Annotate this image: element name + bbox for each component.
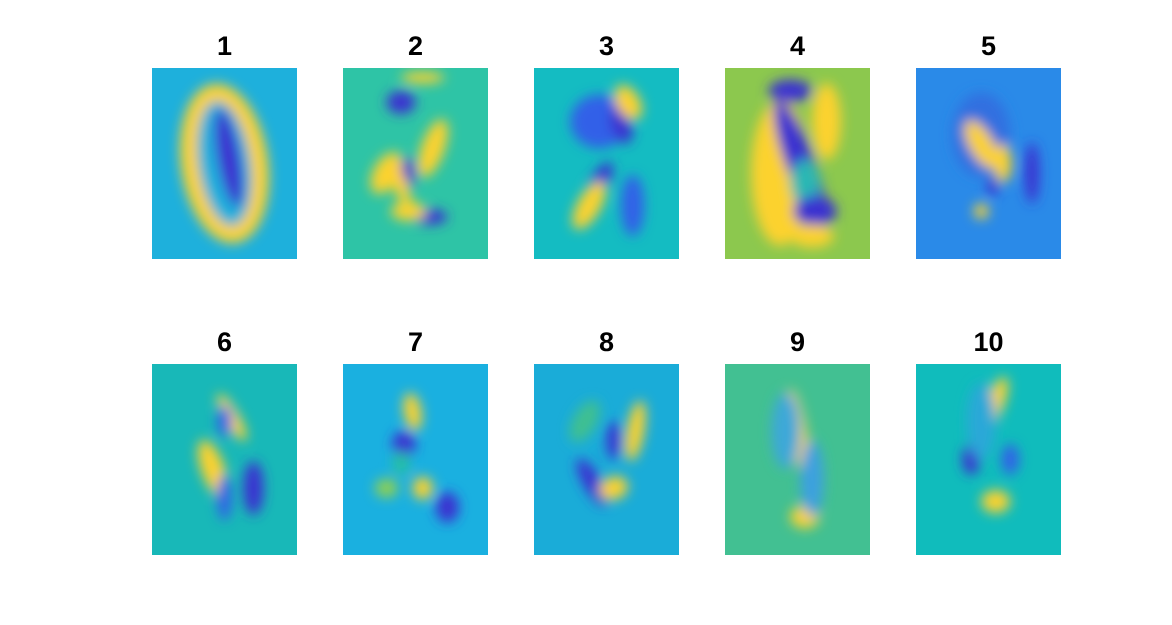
panel-title: 3 bbox=[599, 31, 614, 61]
image-blob bbox=[392, 430, 416, 458]
image-blob bbox=[793, 195, 837, 227]
image bbox=[374, 392, 459, 523]
image-blob bbox=[214, 108, 244, 207]
image-blob bbox=[800, 440, 824, 517]
image-blob bbox=[974, 203, 989, 219]
image-blob bbox=[569, 400, 600, 442]
image-blob bbox=[217, 474, 232, 521]
image-background bbox=[534, 364, 679, 555]
image-blob bbox=[374, 478, 399, 498]
image-blob bbox=[599, 476, 628, 501]
panel: 6 bbox=[152, 327, 297, 555]
image bbox=[180, 83, 269, 244]
panel-title: 8 bbox=[599, 327, 614, 357]
image-background bbox=[152, 364, 297, 555]
image bbox=[370, 71, 449, 225]
image-blob bbox=[392, 451, 410, 475]
image-blob bbox=[216, 394, 247, 441]
image-blob bbox=[1001, 444, 1019, 475]
panel: 7 bbox=[343, 327, 488, 555]
image-blob bbox=[771, 392, 801, 470]
image-blob bbox=[625, 400, 646, 461]
image-blob bbox=[606, 421, 621, 460]
image-blob bbox=[790, 224, 834, 248]
panel: 5 bbox=[916, 31, 1061, 259]
image bbox=[570, 84, 645, 237]
image-blob bbox=[243, 461, 264, 515]
image bbox=[962, 376, 1019, 513]
image bbox=[569, 400, 646, 506]
panel-title: 9 bbox=[790, 327, 805, 357]
panel-title: 2 bbox=[408, 31, 423, 61]
image bbox=[197, 394, 264, 521]
panel: 3 bbox=[534, 31, 679, 259]
image-blob bbox=[621, 174, 645, 237]
panel: 9 bbox=[725, 327, 870, 555]
panel: 10 bbox=[916, 327, 1061, 555]
image bbox=[751, 79, 841, 248]
image-blob bbox=[572, 181, 606, 230]
panel-title: 6 bbox=[217, 327, 232, 357]
panel: 8 bbox=[534, 327, 679, 555]
image-blob bbox=[386, 90, 416, 114]
image-blob bbox=[390, 201, 426, 221]
image-blob bbox=[412, 476, 433, 500]
image-blob bbox=[964, 120, 998, 169]
image-blob bbox=[987, 176, 999, 196]
image-blob bbox=[576, 458, 608, 506]
image-blob bbox=[391, 168, 411, 205]
image-blob bbox=[417, 119, 449, 178]
panel-title: 4 bbox=[790, 31, 805, 61]
panel: 1 bbox=[152, 31, 297, 259]
image-blob bbox=[435, 491, 459, 523]
image-blob bbox=[1024, 142, 1040, 204]
panel-title: 10 bbox=[973, 327, 1003, 357]
image-blob bbox=[790, 159, 820, 206]
image-blob bbox=[981, 490, 1011, 513]
image-blob bbox=[217, 406, 232, 437]
image bbox=[952, 92, 1040, 219]
image-background bbox=[343, 68, 488, 259]
image-blob bbox=[403, 392, 422, 431]
panel-title: 5 bbox=[981, 31, 996, 61]
panel-title: 1 bbox=[217, 31, 232, 61]
image-background bbox=[343, 364, 488, 555]
image-blob bbox=[768, 79, 812, 103]
image-blob bbox=[994, 144, 1012, 183]
image bbox=[771, 389, 824, 529]
panel: 4 bbox=[725, 31, 870, 259]
image-blob bbox=[812, 83, 841, 160]
image-blob bbox=[614, 84, 643, 120]
panel: 2 bbox=[343, 31, 488, 259]
image-blob bbox=[401, 71, 445, 84]
image-blob bbox=[966, 383, 996, 460]
panel-title: 7 bbox=[408, 327, 423, 357]
